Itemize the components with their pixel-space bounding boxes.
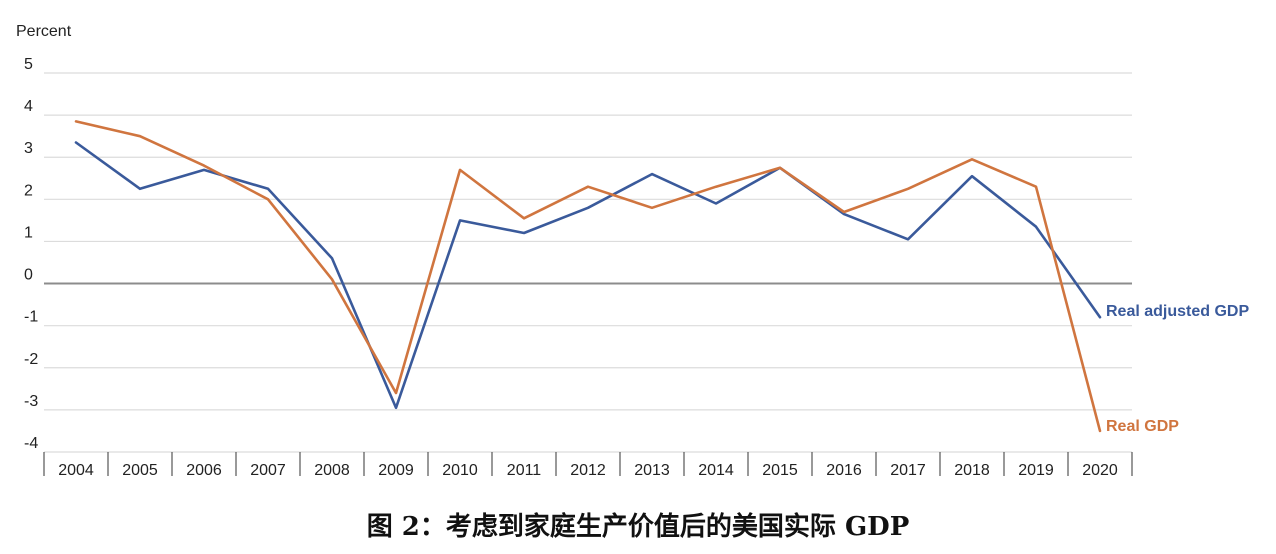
x-tick-label: 2009 (378, 462, 414, 479)
y-tick-label: 1 (24, 224, 33, 241)
series-line-real-adjusted-gdp (74, 141, 1102, 410)
figure-caption: 图 2：考虑到家庭生产价值后的美国实际 GDP (366, 512, 910, 542)
series-labels: Real adjusted GDP Real GDP (1106, 303, 1249, 435)
gridlines (44, 72, 1132, 453)
x-tick-label: 2015 (762, 462, 798, 479)
x-tick-label: 2016 (826, 462, 862, 479)
y-tick-label: -2 (24, 351, 38, 368)
y-tick-label: -4 (24, 435, 38, 452)
x-tick-label: 2017 (890, 462, 926, 479)
y-tick-label: 2 (24, 182, 33, 199)
x-tick-label: 2011 (507, 462, 542, 479)
x-tick-label: 2006 (186, 462, 222, 479)
series-line-real-gdp (74, 120, 1102, 433)
y-tick-label: 4 (24, 98, 33, 115)
x-tick-label: 2020 (1082, 462, 1118, 479)
x-tick-label: 2004 (58, 462, 94, 479)
y-tick-labels: 5 4 3 2 1 0 -1 -2 -3 -4 (24, 56, 38, 452)
series-lines (74, 120, 1102, 433)
y-tick-label: 3 (24, 140, 33, 157)
x-tick-label: 2010 (442, 462, 478, 479)
y-axis-label: Percent (16, 23, 72, 40)
y-tick-label: 5 (24, 56, 33, 73)
y-tick-label: -1 (24, 309, 38, 326)
x-tick-label: 2018 (954, 462, 990, 479)
x-tick-label: 2005 (122, 462, 158, 479)
series-label-real-adjusted-gdp: Real adjusted GDP (1106, 303, 1249, 320)
series-label-real-gdp: Real GDP (1106, 418, 1179, 435)
y-tick-label: -3 (24, 393, 38, 410)
x-axis: 2004 2005 2006 2007 2008 2009 2010 2011 2012 2013… (43, 452, 1133, 479)
x-tick-label: 2014 (698, 462, 734, 479)
x-tick-label: 2013 (634, 462, 670, 479)
x-tick-label: 2007 (250, 462, 286, 479)
x-tick-label: 2019 (1018, 462, 1054, 479)
y-tick-label: 0 (24, 267, 33, 284)
x-tick-label: 2008 (314, 462, 350, 479)
x-tick-label: 2012 (570, 462, 606, 479)
